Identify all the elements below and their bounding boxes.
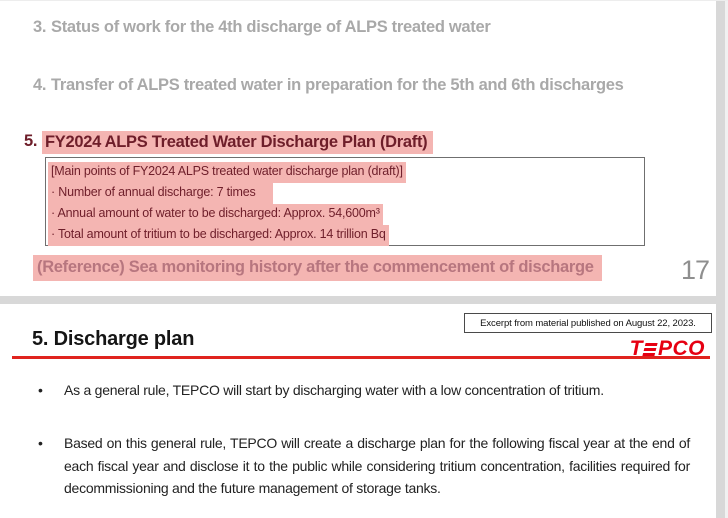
main-point-item: · Total amount of tritium to be discharg… [48,225,644,246]
slide-title: 5. Discharge plan [32,328,195,350]
main-point-item: · Annual amount of water to be discharge… [48,204,644,225]
bullet-item: • As a general rule, TEPCO will start by… [38,381,690,400]
excerpt-note-box: Excerpt from material published on Augus… [464,313,712,333]
toc-item-4: 4. Transfer of ALPS treated water in pre… [33,75,624,95]
toc-item-number: 4. [33,76,47,94]
right-gutter [716,1,725,518]
toc-item-label: Transfer of ALPS treated water in prepar… [51,76,624,94]
main-points-title: [Main points of FY2024 ALPS treated wate… [48,162,644,183]
toc-item-number: 3. [33,18,47,36]
bullet-text: As a general rule, TEPCO will start by d… [64,382,604,398]
main-points-box: [Main points of FY2024 ALPS treated wate… [45,157,645,246]
reference-note: (Reference) Sea monitoring history after… [33,255,602,281]
toc-item-label: Status of work for the 4th discharge of … [51,18,491,36]
excerpt-note-text: Excerpt from material published on Augus… [480,317,696,329]
bullet-text: Based on this general rule, TEPCO will c… [64,435,690,496]
right-gutter-edge [725,1,728,518]
bullet-marker: • [38,382,43,398]
toc-item-number: 5. [24,132,38,150]
header-rule [12,356,710,359]
toc-item-3: 3. Status of work for the 4th discharge … [33,17,491,37]
toc-item-label-highlighted: FY2024 ALPS Treated Water Discharge Plan… [42,131,434,154]
bullet-marker: • [38,435,43,451]
bullet-item: • Based on this general rule, TEPCO will… [38,432,690,500]
main-point-item: · Number of annual discharge: 7 times [48,183,644,204]
toc-item-5: 5. FY2024 ALPS Treated Water Discharge P… [24,131,434,154]
slide-divider [0,296,728,304]
page-number: 17 [681,255,710,285]
